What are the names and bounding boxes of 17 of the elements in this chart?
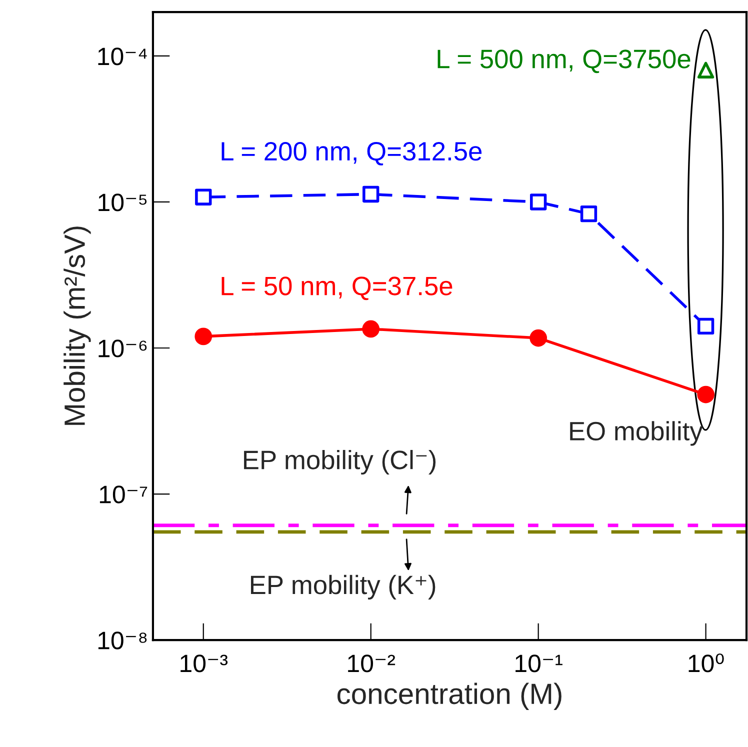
series-label: L = 200 nm, Q=312.5e [222, 142, 482, 166]
y-tick-label: 10⁻⁵ [98, 194, 147, 212]
x-tick-label: 10⁻² [348, 654, 396, 672]
annotation: EO mobility [570, 421, 703, 446]
x-axis-title: concentration (M) [338, 682, 562, 710]
y-tick-label: 10⁻⁷ [100, 486, 148, 504]
annotation: EP mobility (K⁺) [250, 574, 436, 600]
series-label: L = 500 nm, Q=3750e [438, 50, 690, 74]
x-tick-label: 10⁻¹ [516, 654, 562, 672]
x-tick-label: 10⁰ [688, 653, 724, 672]
y-axis-title: Mobility (m²/sV) [64, 226, 91, 425]
series-label: L = 50 nm, Q=37.5e [222, 276, 452, 300]
y-tick-label: 10⁻⁸ [98, 632, 147, 650]
annotation: EP mobility (Cl⁻) [244, 450, 436, 475]
x-tick-label: 10⁻³ [180, 654, 228, 672]
y-tick-label: 10⁻⁴ [98, 48, 147, 66]
y-tick-label: 10⁻⁶ [98, 340, 147, 358]
